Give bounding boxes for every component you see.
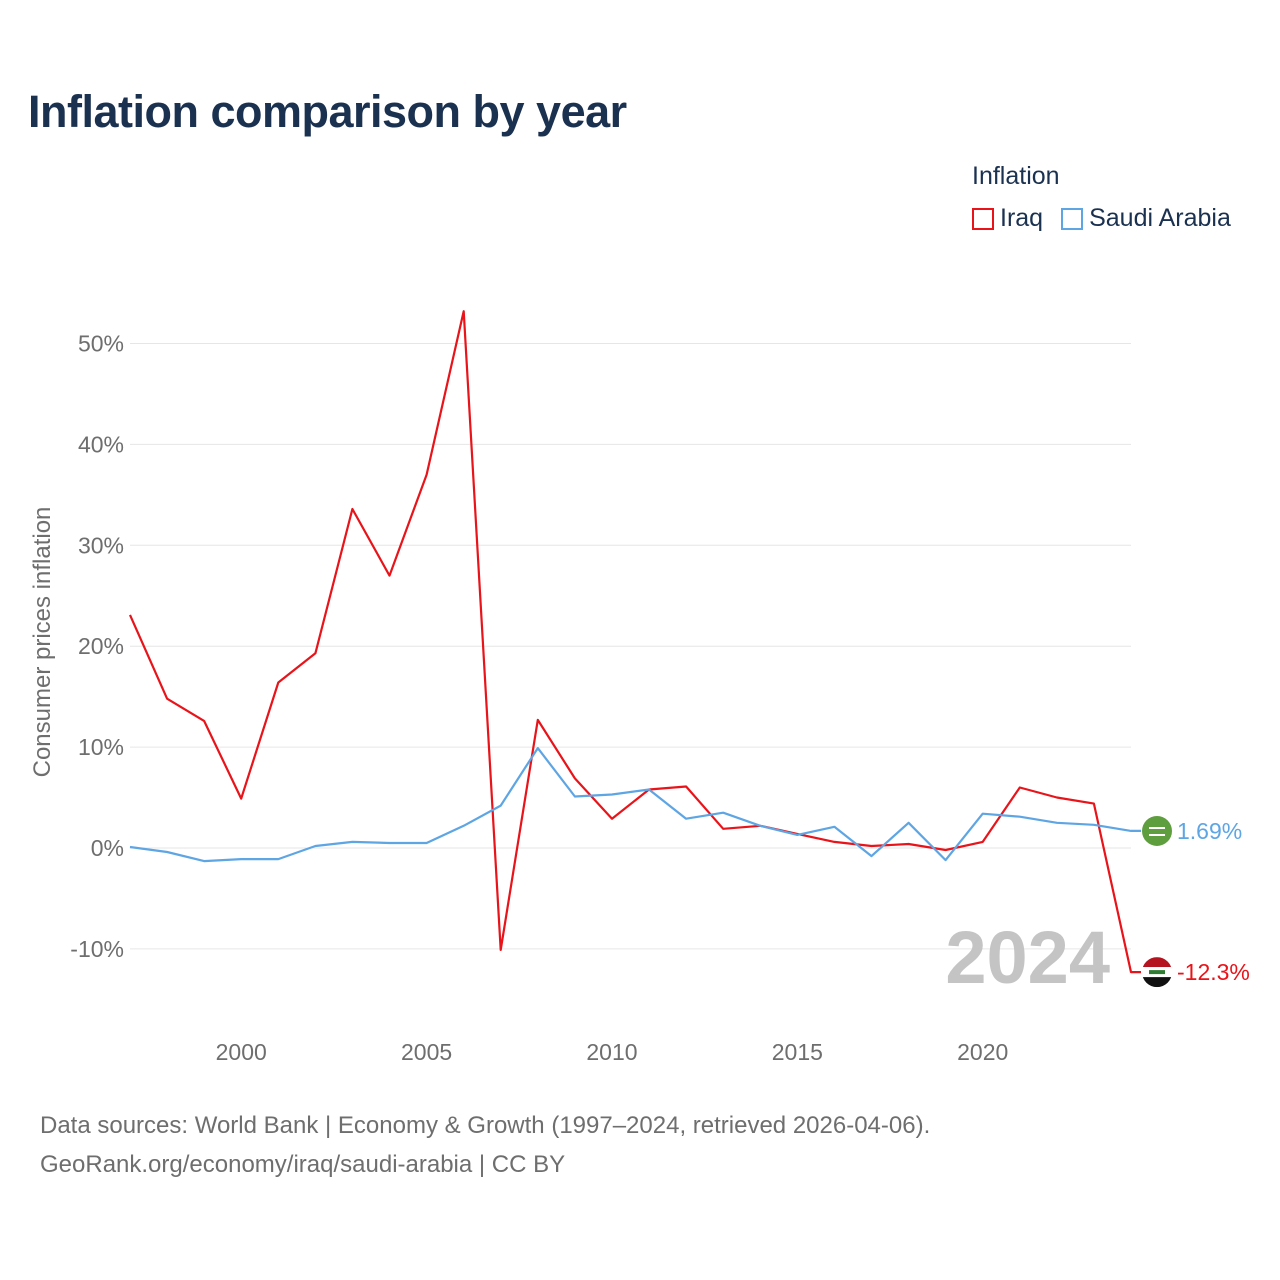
saudi-flag-icon — [1142, 815, 1172, 846]
x-tick-label: 2015 — [772, 1039, 823, 1065]
end-value-label-iraq: -12.3% — [1177, 959, 1250, 985]
y-tick-label: 30% — [78, 532, 124, 558]
legend-title: Inflation — [972, 162, 1060, 190]
gridlines — [130, 343, 1131, 950]
y-tick-label: -10% — [70, 936, 124, 962]
y-tick-label: 0% — [91, 835, 124, 861]
flag-band-red — [1142, 957, 1172, 968]
source-note: Data sources: World Bank | Economy & Gro… — [40, 1106, 930, 1184]
y-tick-label: 40% — [78, 431, 124, 457]
series-lines — [128, 310, 1141, 974]
end-marker-iraq: -12.3% — [1142, 957, 1250, 988]
x-tick-label: 2000 — [216, 1039, 267, 1065]
legend-swatch-iraq — [972, 207, 994, 230]
series-end-markers: -12.3% 1.69% — [1142, 815, 1250, 988]
flag-script-mark — [1149, 826, 1165, 836]
end-marker-saudi-arabia: 1.69% — [1142, 815, 1242, 846]
legend-label-iraq: Iraq — [1000, 204, 1044, 232]
end-value-label-saudi-arabia: 1.69% — [1177, 818, 1242, 844]
y-axis-label: Consumer prices inflation — [29, 507, 56, 778]
chart-title: Inflation comparison by year — [28, 86, 627, 137]
flag-script-mark — [1149, 970, 1165, 975]
legend-item-saudi-arabia[interactable]: Saudi Arabia — [1061, 204, 1231, 233]
source-line-2: GeoRank.org/economy/iraq/saudi-arabia | … — [40, 1151, 566, 1178]
flag-band-black — [1142, 977, 1172, 988]
source-line-1: Data sources: World Bank | Economy & Gro… — [40, 1112, 931, 1139]
y-tick-label: 20% — [78, 633, 124, 659]
series-line-saudi-arabia — [129, 746, 1141, 863]
x-tick-label: 2020 — [957, 1039, 1008, 1065]
legend-item-iraq[interactable]: Iraq — [972, 204, 1043, 233]
x-tick-label: 2010 — [586, 1039, 637, 1065]
y-axis-ticks: -10% 0% 10% 20% 30% 40% 50% — [70, 331, 124, 962]
y-tick-label: 10% — [78, 734, 124, 760]
legend: Iraq Saudi Arabia — [972, 204, 1249, 233]
series-line-iraq — [128, 310, 1141, 974]
y-tick-label: 50% — [78, 331, 124, 357]
x-tick-label: 2005 — [401, 1039, 452, 1065]
legend-label-saudi-arabia: Saudi Arabia — [1089, 204, 1231, 232]
year-watermark: 2024 — [945, 916, 1110, 999]
iraq-flag-icon — [1142, 957, 1172, 988]
x-axis-ticks: 2000 2005 2010 2015 2020 — [216, 1039, 1009, 1065]
legend-swatch-saudi-arabia — [1061, 207, 1084, 230]
